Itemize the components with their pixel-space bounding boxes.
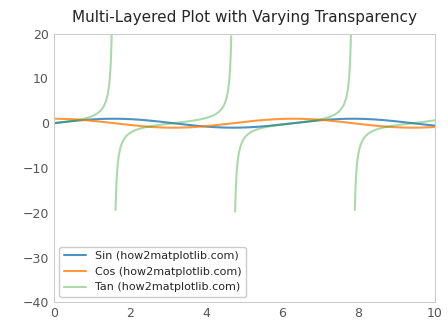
Sin (how2matplotlib.com) [299,120,304,124]
Cos (how2matplotlib.com) [410,126,415,130]
Tan (how2matplotlib.com) [335,110,340,114]
Sin (how2matplotlib.com) [51,121,56,125]
Cos (how2matplotlib.com) [51,117,56,121]
Tan (how2matplotlib.com) [121,139,126,143]
Tan (how2matplotlib.com) [51,121,56,125]
Cos (how2matplotlib.com) [364,123,370,127]
Sin (how2matplotlib.com) [364,117,370,121]
Sin (how2matplotlib.com) [335,117,340,121]
Cos (how2matplotlib.com) [299,117,304,121]
Tan (how2matplotlib.com) [364,133,370,137]
Line: Cos (how2matplotlib.com): Cos (how2matplotlib.com) [54,119,435,128]
Sin (how2matplotlib.com) [350,117,356,121]
Legend: Sin (how2matplotlib.com), Cos (how2matplotlib.com), Tan (how2matplotlib.com): Sin (how2matplotlib.com), Cos (how2matpl… [59,247,246,297]
Cos (how2matplotlib.com) [335,120,340,124]
Cos (how2matplotlib.com) [280,117,285,121]
Sin (how2matplotlib.com) [197,124,202,128]
Tan (how2matplotlib.com) [299,120,304,124]
Sin (how2matplotlib.com) [432,124,437,128]
Tan (how2matplotlib.com) [280,123,285,127]
Cos (how2matplotlib.com) [432,125,437,129]
Sin (how2matplotlib.com) [231,126,236,130]
Tan (how2matplotlib.com) [432,118,437,122]
Tan (how2matplotlib.com) [197,118,202,122]
Sin (how2matplotlib.com) [120,117,125,121]
Sin (how2matplotlib.com) [280,122,285,126]
Cos (how2matplotlib.com) [120,122,125,126]
Title: Multi-Layered Plot with Varying Transparency: Multi-Layered Plot with Varying Transpar… [72,10,417,26]
Line: Tan (how2matplotlib.com): Tan (how2matplotlib.com) [54,34,435,212]
Line: Sin (how2matplotlib.com): Sin (how2matplotlib.com) [54,119,435,128]
Cos (how2matplotlib.com) [197,125,202,129]
